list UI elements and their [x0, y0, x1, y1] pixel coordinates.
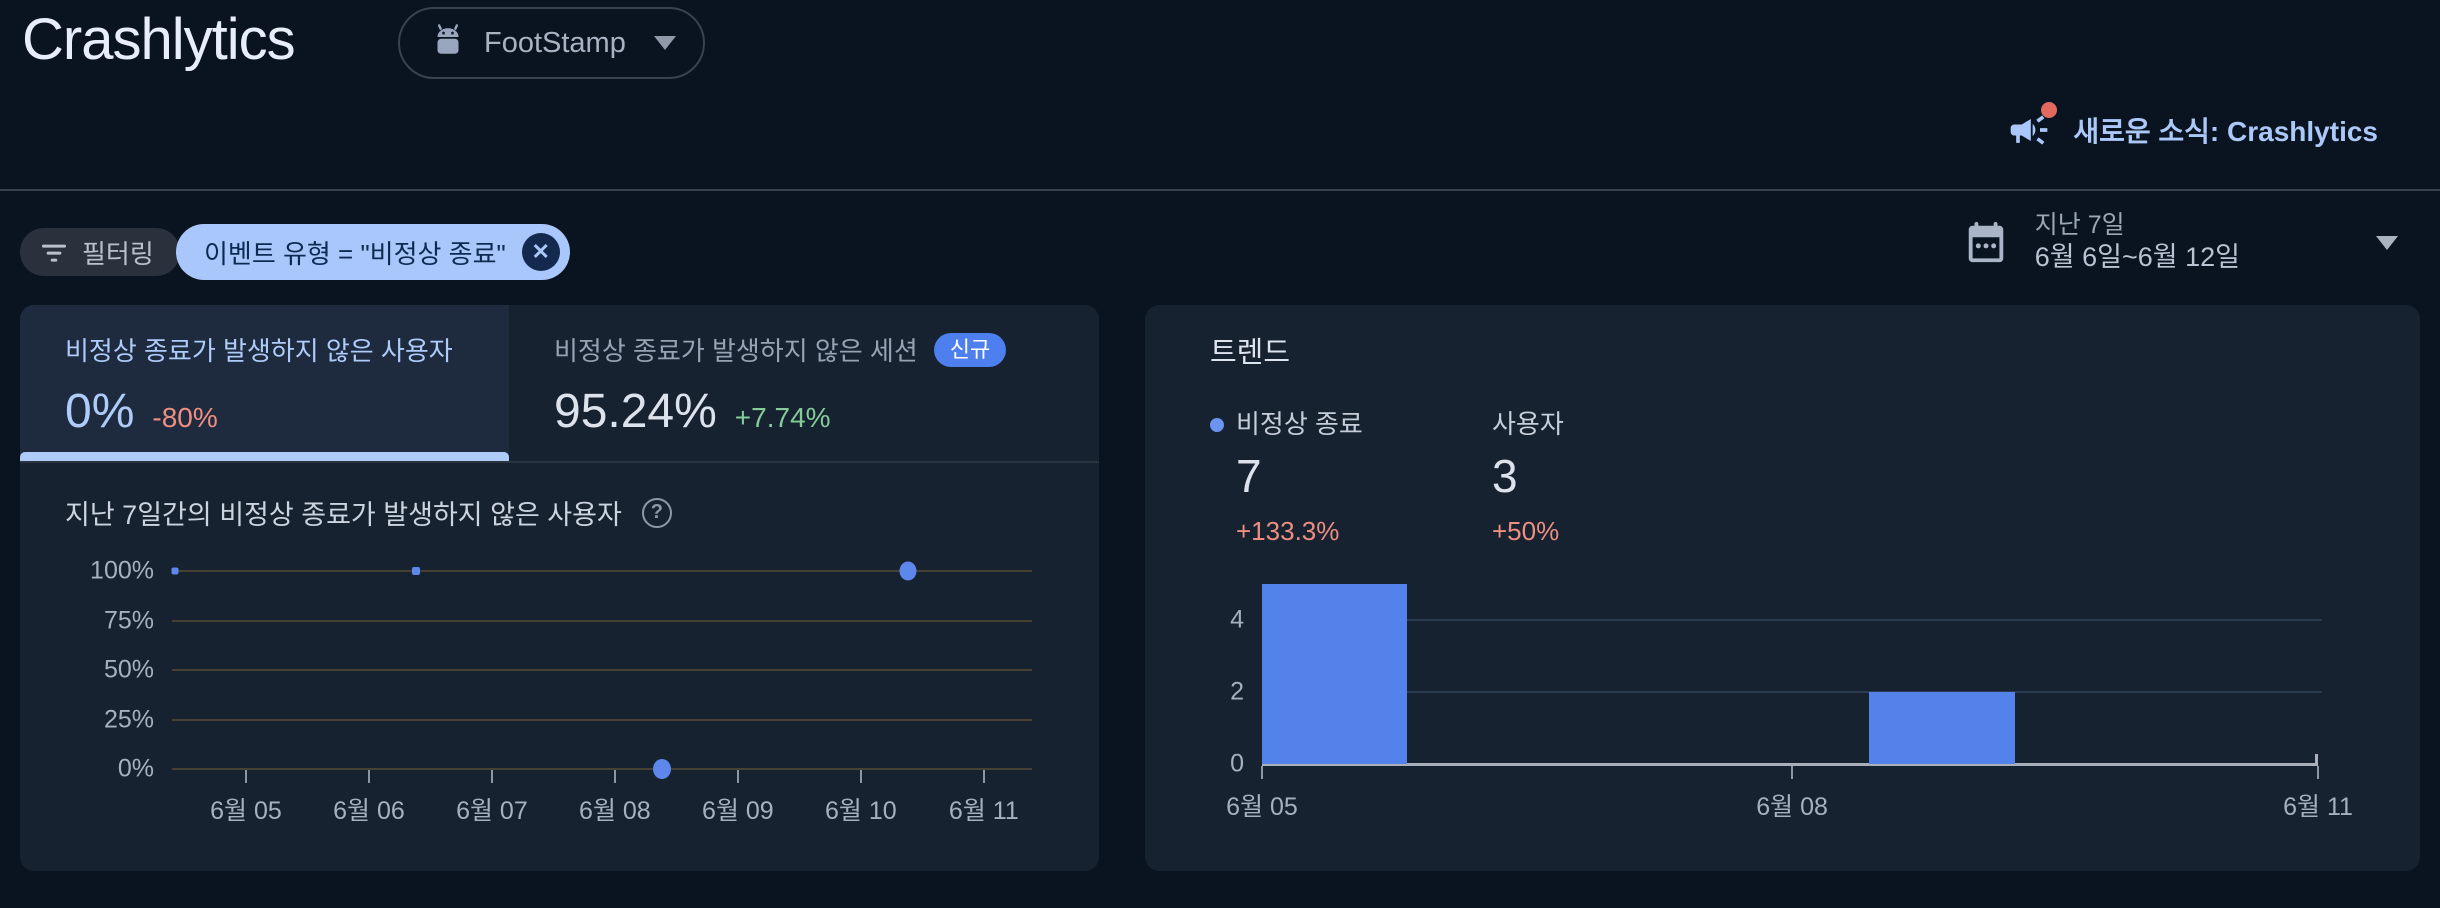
crash-free-sessions-value: 95.24%	[554, 385, 717, 438]
whats-new-link[interactable]: 새로운 소식: Crashlytics	[2007, 102, 2378, 152]
date-range-selector[interactable]: 지난 7일 6월 6일~6월 12일	[1963, 210, 2398, 275]
x-axis-tick	[859, 770, 862, 783]
data-point	[653, 759, 672, 779]
crash-count-value: 7	[1236, 450, 1262, 502]
x-axis-label: 6월 10	[825, 797, 897, 825]
tab-crash-free-sessions[interactable]: 비정상 종료가 발생하지 않은 세션 신규 95.24% +7.74%	[509, 305, 1099, 461]
y-axis-label: 75%	[103, 606, 154, 634]
y-axis-label: 4	[1230, 605, 1244, 634]
x-axis-tick	[1791, 766, 1794, 779]
y-axis-label: 2	[1230, 677, 1244, 706]
crash-free-sessions-delta: +7.74%	[734, 402, 831, 433]
gridline	[172, 768, 1032, 770]
filter-chip-label: 이벤트 유형 = "비정상 종료"	[204, 238, 506, 269]
gridline	[1262, 691, 2323, 693]
chart-title: 지난 7일간의 비정상 종료가 발생하지 않은 사용자	[65, 500, 622, 530]
gridline	[172, 619, 1032, 622]
calendar-icon	[1968, 221, 2004, 262]
x-axis-label: 6월 08	[579, 797, 651, 825]
x-axis-tick	[613, 770, 616, 783]
whats-new-label: 새로운 소식: Crashlytics	[2073, 116, 2378, 147]
x-axis-end-tick	[2315, 754, 2318, 766]
tab-crash-free-users[interactable]: 비정상 종료가 발생하지 않은 사용자 0% -80%	[20, 305, 509, 461]
megaphone-icon	[2007, 102, 2058, 152]
app-selector[interactable]: FootStamp	[398, 7, 705, 79]
legend-label: 사용자	[1492, 409, 1564, 439]
x-axis-label: 6월 05	[1226, 793, 1298, 821]
x-axis-tick	[2317, 766, 2319, 779]
metric-tabs: 비정상 종료가 발생하지 않은 사용자 0% -80% 비정상 종료가 발생하지…	[20, 305, 1099, 463]
y-axis-label: 100%	[90, 556, 154, 585]
crash-count-delta: +133.3%	[1236, 515, 1340, 546]
app-selector-label: FootStamp	[484, 26, 626, 59]
x-axis-label: 6월 07	[456, 797, 528, 825]
crash-free-users-chart: 100% 75% 50% 25% 0% 6월 05 6월 06 6월 07 6월 08 6월 09…	[90, 557, 1032, 825]
x-axis-label: 6월 11	[948, 797, 1019, 825]
remove-filter-icon[interactable]: ✕	[521, 233, 560, 271]
filter-icon	[41, 244, 67, 262]
y-axis-label: 0	[1230, 749, 1244, 778]
x-axis-tick	[1261, 766, 1263, 779]
gridline	[172, 570, 1032, 572]
x-axis-label: 6월 08	[1756, 793, 1828, 821]
event-type-filter-chip[interactable]: 이벤트 유형 = "비정상 종료" ✕	[176, 224, 570, 280]
data-point	[412, 567, 421, 575]
trend-card-title: 트렌드	[1210, 337, 1291, 369]
x-axis-label: 6월 05	[210, 797, 282, 825]
trend-bar	[1262, 584, 1407, 764]
x-axis-tick	[490, 770, 493, 783]
tab-label: 비정상 종료가 발생하지 않은 세션	[554, 336, 918, 366]
android-icon	[437, 24, 459, 54]
user-count-value: 3	[1492, 450, 1518, 502]
crash-free-card: 비정상 종료가 발생하지 않은 사용자 0% -80% 비정상 종료가 발생하지…	[20, 305, 1099, 871]
legend-crashes: 비정상 종료 7 +133.3%	[1210, 409, 1363, 547]
gridline	[172, 718, 1032, 721]
x-axis-label: 6월 11	[2283, 793, 2353, 821]
user-count-delta: +50%	[1492, 515, 1560, 546]
gridline	[1262, 619, 2323, 621]
x-axis-tick	[982, 770, 985, 783]
x-axis-line	[1262, 763, 2318, 766]
notification-dot	[2041, 102, 2058, 118]
date-range-dates: 6월 6일~6월 12일	[2034, 242, 2240, 273]
y-axis-label: 25%	[103, 705, 154, 733]
data-point	[899, 561, 917, 581]
x-axis-tick	[367, 770, 370, 783]
gridline	[172, 669, 1032, 671]
tab-label: 비정상 종료가 발생하지 않은 사용자	[65, 336, 453, 366]
help-icon[interactable]: ?	[641, 497, 672, 528]
page-title: Crashlytics	[22, 7, 296, 72]
crash-free-users-value: 0%	[65, 385, 135, 438]
x-axis-label: 6월 06	[333, 797, 405, 825]
trend-bar	[1869, 692, 2015, 764]
legend-label: 비정상 종료	[1210, 409, 1363, 439]
filter-button-label: 필터링	[82, 238, 154, 269]
crash-free-users-delta: -80%	[152, 402, 218, 433]
x-axis-label: 6월 09	[702, 797, 774, 825]
new-badge: 신규	[933, 332, 1007, 367]
y-axis-label: 0%	[117, 754, 154, 783]
trend-card: 트렌드 비정상 종료 7 +133.3% 사용자 3 +50% 0 2 4 6월 05…	[1145, 305, 2420, 871]
data-point	[171, 567, 179, 575]
legend-users: 사용자 3 +50%	[1492, 409, 1564, 547]
active-tab-indicator	[20, 452, 509, 461]
series-dot-icon	[1210, 418, 1224, 432]
date-range-preset: 지난 7일	[2034, 211, 2125, 239]
x-axis-tick	[244, 770, 247, 783]
x-axis-tick	[736, 770, 739, 783]
chevron-down-icon	[653, 36, 676, 50]
header-divider	[0, 189, 2440, 191]
trend-bar-chart: 0 2 4 6월 05 6월 08 6월 11	[1226, 584, 2353, 821]
y-axis-label: 50%	[103, 655, 154, 684]
filter-button[interactable]: 필터링	[20, 228, 180, 276]
chevron-down-icon	[2376, 235, 2398, 250]
